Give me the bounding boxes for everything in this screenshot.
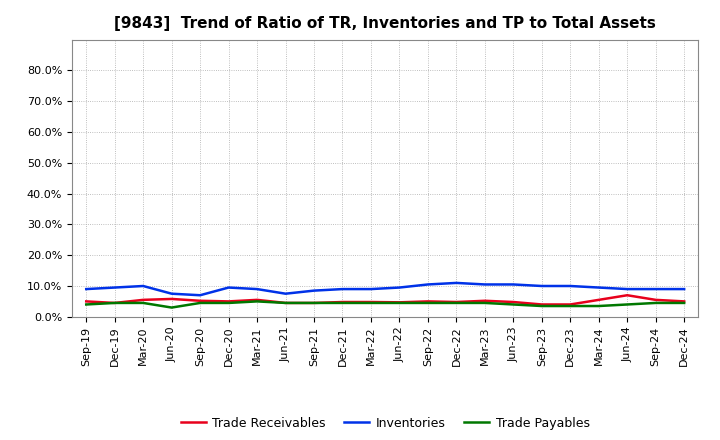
Trade Payables xyxy=(652,300,660,305)
Trade Receivables xyxy=(110,300,119,305)
Line: Inventories: Inventories xyxy=(86,283,684,295)
Trade Receivables xyxy=(423,299,432,304)
Trade Payables xyxy=(139,300,148,305)
Trade Receivables xyxy=(366,299,375,304)
Trade Receivables xyxy=(595,297,603,303)
Trade Payables xyxy=(196,300,204,305)
Trade Payables xyxy=(110,300,119,305)
Trade Payables xyxy=(480,300,489,305)
Inventories xyxy=(566,283,575,289)
Inventories xyxy=(82,286,91,292)
Trade Receivables xyxy=(509,299,518,304)
Trade Payables xyxy=(509,302,518,307)
Trade Payables xyxy=(395,300,404,305)
Trade Receivables xyxy=(537,302,546,307)
Trade Receivables xyxy=(196,298,204,304)
Trade Payables xyxy=(595,304,603,309)
Trade Payables xyxy=(680,300,688,305)
Trade Receivables xyxy=(680,299,688,304)
Trade Payables xyxy=(566,304,575,309)
Inventories xyxy=(282,291,290,297)
Trade Payables xyxy=(310,300,318,305)
Inventories xyxy=(680,286,688,292)
Trade Receivables xyxy=(310,300,318,305)
Trade Payables xyxy=(452,300,461,305)
Trade Payables xyxy=(225,300,233,305)
Trade Receivables xyxy=(139,297,148,303)
Trade Payables xyxy=(167,305,176,310)
Trade Payables xyxy=(366,300,375,305)
Trade Payables xyxy=(537,304,546,309)
Trade Payables xyxy=(253,299,261,304)
Inventories xyxy=(225,285,233,290)
Inventories xyxy=(480,282,489,287)
Inventories xyxy=(366,286,375,292)
Inventories xyxy=(423,282,432,287)
Trade Receivables xyxy=(395,300,404,305)
Inventories xyxy=(652,286,660,292)
Inventories xyxy=(537,283,546,289)
Trade Receivables xyxy=(623,293,631,298)
Trade Receivables xyxy=(282,300,290,305)
Trade Receivables xyxy=(167,296,176,301)
Inventories xyxy=(110,285,119,290)
Inventories xyxy=(196,293,204,298)
Trade Receivables xyxy=(652,297,660,303)
Inventories xyxy=(595,285,603,290)
Trade Receivables xyxy=(480,298,489,304)
Inventories xyxy=(167,291,176,297)
Legend: Trade Receivables, Inventories, Trade Payables: Trade Receivables, Inventories, Trade Pa… xyxy=(176,412,595,435)
Inventories xyxy=(139,283,148,289)
Title: [9843]  Trend of Ratio of TR, Inventories and TP to Total Assets: [9843] Trend of Ratio of TR, Inventories… xyxy=(114,16,656,32)
Inventories xyxy=(509,282,518,287)
Line: Trade Payables: Trade Payables xyxy=(86,301,684,308)
Trade Payables xyxy=(623,302,631,307)
Trade Payables xyxy=(282,300,290,305)
Inventories xyxy=(338,286,347,292)
Line: Trade Receivables: Trade Receivables xyxy=(86,295,684,304)
Inventories xyxy=(623,286,631,292)
Inventories xyxy=(253,286,261,292)
Trade Receivables xyxy=(253,297,261,303)
Inventories xyxy=(452,280,461,286)
Inventories xyxy=(310,288,318,293)
Trade Receivables xyxy=(452,299,461,304)
Trade Receivables xyxy=(566,302,575,307)
Trade Payables xyxy=(82,302,91,307)
Trade Payables xyxy=(338,300,347,305)
Trade Receivables xyxy=(82,299,91,304)
Trade Receivables xyxy=(225,299,233,304)
Inventories xyxy=(395,285,404,290)
Trade Payables xyxy=(423,300,432,305)
Trade Receivables xyxy=(338,299,347,304)
